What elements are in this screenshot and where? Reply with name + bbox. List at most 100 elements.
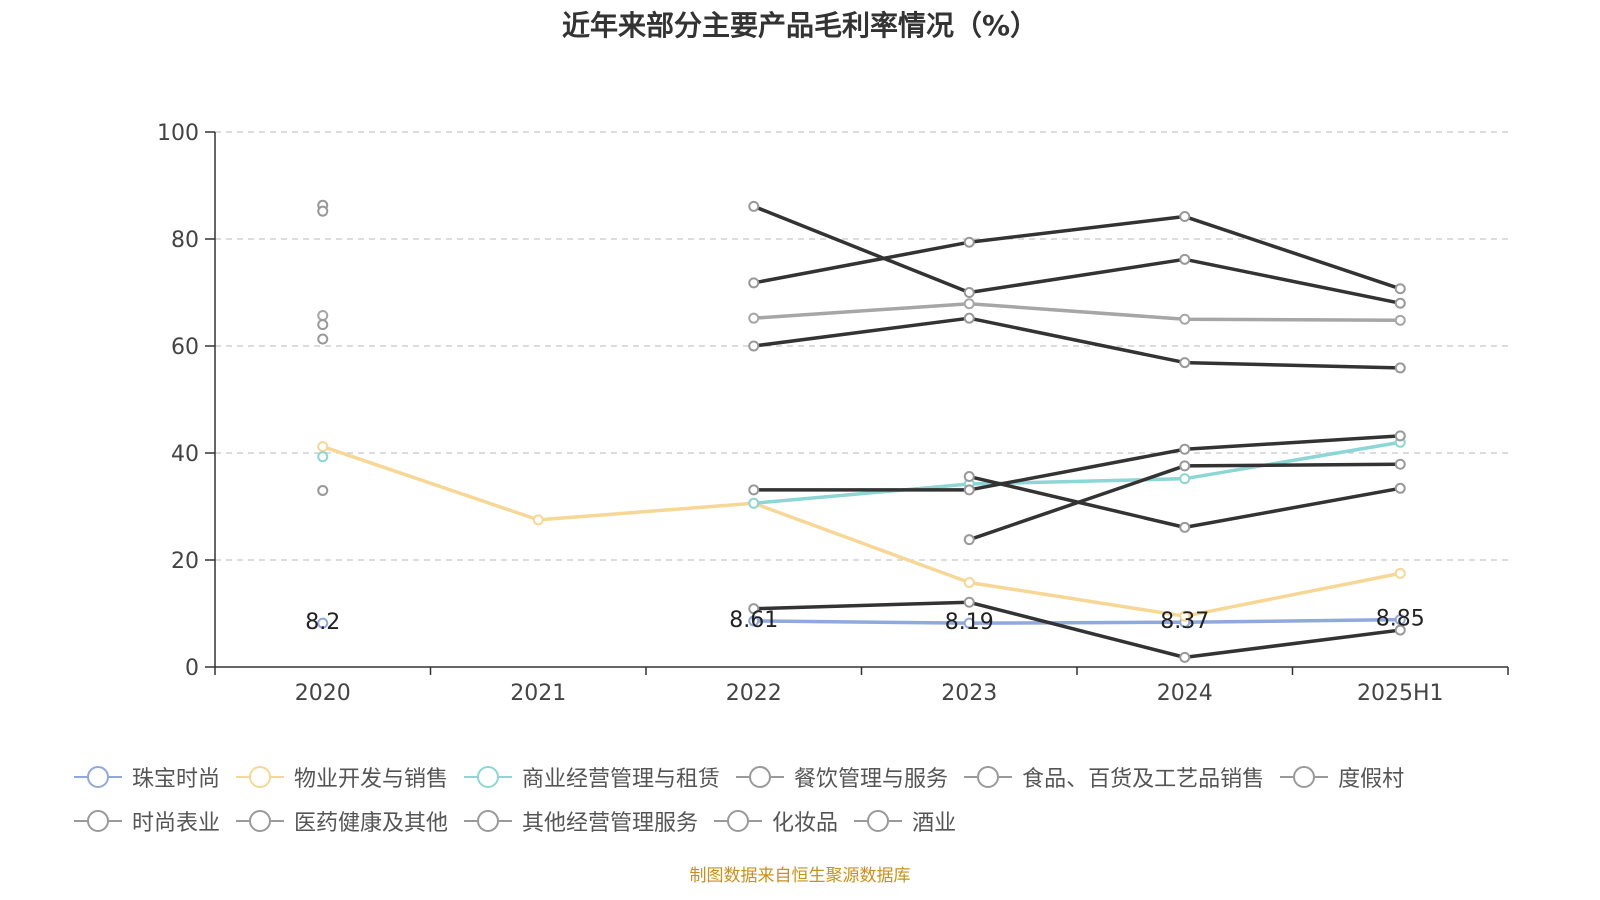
series-5	[317, 484, 1406, 663]
legend-item[interactable]: 化妆品	[714, 805, 838, 837]
legend-marker-icon	[74, 810, 122, 832]
y-tick-label: 0	[185, 656, 199, 681]
data-point	[1179, 473, 1191, 485]
data-labels: 8.2 8.61 8.19 8.37 8.85	[305, 607, 1424, 636]
data-point	[963, 236, 975, 248]
data-point	[1394, 624, 1406, 636]
legend-marker-icon	[464, 810, 513, 832]
grid-lines	[215, 131, 1508, 561]
data-point	[1394, 314, 1406, 326]
y-tick-label: 100	[157, 121, 199, 146]
series-10	[317, 319, 1406, 533]
series-6	[748, 211, 1406, 295]
data-point	[963, 471, 975, 483]
legend-item[interactable]: 物业开发与销售	[236, 761, 448, 793]
data-point	[1394, 458, 1406, 470]
axes: 0 20 40 60 80 100 2020 2021 2022 2023 2024 2025H1	[157, 121, 1509, 706]
x-tick-label: 2025H1	[1357, 681, 1444, 706]
series-line	[753, 617, 1401, 625]
data-point	[1394, 567, 1406, 579]
data-point	[1179, 253, 1191, 265]
legend-item[interactable]: 度假村	[1280, 761, 1404, 793]
legend-item[interactable]: 医药健康及其他	[236, 805, 448, 837]
series-line	[753, 434, 1401, 492]
legend-marker-icon	[964, 766, 1013, 788]
legend-item[interactable]: 其他经营管理服务	[464, 805, 698, 837]
series-9	[317, 205, 1406, 496]
legend-item[interactable]: 餐饮管理与服务	[736, 761, 948, 793]
legend-item[interactable]: 酒业	[854, 805, 956, 837]
y-tick-label: 80	[171, 228, 199, 253]
data-point	[1179, 357, 1191, 369]
legend-row: 时尚表业 医药健康及其他 其他经营管理服务 化妆品 酒业	[74, 799, 1574, 843]
legend-marker-icon	[236, 766, 285, 788]
legend-marker-icon	[74, 766, 122, 788]
data-point	[1179, 521, 1191, 533]
series-line	[753, 301, 1401, 323]
series-line	[753, 440, 1401, 506]
legend-row: 珠宝时尚 物业开发与销售 商业经营管理与租赁 餐饮管理与服务 食品、百货及工艺品销售 度假…	[74, 755, 1574, 799]
data-label: 8.85	[1376, 607, 1425, 632]
data-point	[748, 312, 760, 324]
data-point	[1394, 430, 1406, 442]
y-tick-label: 20	[171, 549, 199, 574]
data-label: 8.19	[945, 610, 994, 635]
series-line	[753, 316, 1401, 370]
x-tick-label: 2023	[941, 681, 997, 706]
series-8	[317, 199, 1406, 309]
series-line	[753, 600, 1401, 660]
legend-marker-icon	[736, 766, 785, 788]
data-point	[1179, 651, 1191, 663]
legend-marker-icon	[1280, 766, 1329, 788]
series-line	[753, 204, 1401, 305]
data-point	[963, 298, 975, 310]
data-point	[748, 615, 760, 627]
legend-label: 酒业	[912, 811, 957, 836]
series-4	[317, 312, 1406, 374]
legend-label: 商业经营管理与租赁	[522, 767, 721, 792]
data-point	[317, 205, 329, 217]
data-point	[317, 441, 329, 453]
data-point	[317, 333, 329, 345]
legend-item[interactable]: 商业经营管理与租赁	[464, 761, 720, 793]
data-point	[317, 310, 329, 322]
legend-item[interactable]: 珠宝时尚	[74, 761, 220, 793]
chart-title: 近年来部分主要产品毛利率情况（%）	[561, 9, 1039, 42]
data-point	[1394, 283, 1406, 295]
series-line	[753, 214, 1401, 291]
data-point	[748, 200, 760, 212]
series-3	[317, 436, 1406, 509]
data-point	[963, 287, 975, 298]
data-point	[963, 596, 975, 608]
data-point	[748, 484, 760, 496]
data-point	[317, 617, 329, 629]
data-point	[748, 497, 760, 509]
data-point	[748, 340, 760, 352]
data-point	[1394, 362, 1406, 374]
series-line	[322, 444, 1401, 618]
data-point	[317, 451, 329, 463]
data-point	[317, 484, 329, 496]
series-1	[317, 614, 1406, 629]
x-tick-label: 2024	[1157, 681, 1213, 706]
data-point	[1394, 482, 1406, 494]
legend-item[interactable]: 食品、百货及工艺品销售	[964, 761, 1264, 793]
data-point	[748, 603, 760, 615]
legend-marker-icon	[464, 766, 513, 788]
data-point	[963, 576, 975, 588]
legend: 珠宝时尚 物业开发与销售 商业经营管理与租赁 餐饮管理与服务 食品、百货及工艺品销售 度假…	[74, 755, 1574, 843]
y-tick-label: 40	[171, 442, 199, 467]
legend-label: 度假村	[1338, 767, 1405, 792]
data-point	[1179, 313, 1191, 325]
data-label: 8.2	[305, 610, 340, 635]
legend-item[interactable]: 时尚表业	[74, 805, 220, 837]
data-point	[1179, 211, 1191, 223]
data-point	[1179, 443, 1191, 455]
data-point	[963, 534, 975, 546]
series-lines	[317, 199, 1406, 663]
x-tick-label: 2021	[510, 681, 566, 706]
data-point	[317, 319, 329, 331]
data-point	[1394, 297, 1406, 309]
legend-marker-icon	[236, 810, 285, 832]
